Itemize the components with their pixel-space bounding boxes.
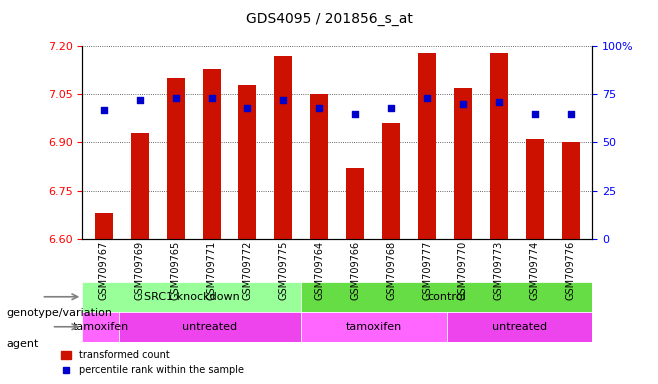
Text: GSM709770: GSM709770 [458, 241, 468, 300]
Point [278, 97, 289, 103]
Bar [454, 88, 472, 239]
FancyBboxPatch shape [82, 282, 301, 312]
Bar [311, 94, 328, 239]
Point [134, 97, 145, 103]
Text: GSM709773: GSM709773 [494, 241, 504, 300]
Text: GSM709769: GSM709769 [135, 241, 145, 300]
Text: tamoxifen: tamoxifen [72, 322, 128, 332]
Text: tamoxifen: tamoxifen [345, 322, 402, 332]
Text: GSM709772: GSM709772 [242, 241, 253, 300]
Bar [418, 53, 436, 239]
Text: GSM709766: GSM709766 [350, 241, 360, 300]
Text: GSM709771: GSM709771 [207, 241, 216, 300]
Point [458, 101, 468, 107]
Point [422, 95, 432, 101]
Text: GSM709774: GSM709774 [530, 241, 540, 300]
Text: untreated: untreated [182, 322, 238, 332]
Text: GSM709776: GSM709776 [566, 241, 576, 300]
Text: untreated: untreated [492, 322, 547, 332]
Bar [203, 69, 220, 239]
Point [530, 111, 540, 117]
Point [242, 105, 253, 111]
Text: agent: agent [7, 339, 39, 349]
Bar [346, 168, 364, 239]
Bar [526, 139, 544, 239]
FancyBboxPatch shape [118, 312, 301, 342]
Bar [131, 133, 149, 239]
Bar [166, 78, 185, 239]
Point [314, 105, 324, 111]
Point [206, 95, 216, 101]
FancyBboxPatch shape [82, 312, 118, 342]
Text: control: control [427, 292, 466, 302]
Point [350, 111, 361, 117]
FancyBboxPatch shape [301, 312, 447, 342]
Bar [562, 142, 580, 239]
Bar [274, 56, 292, 239]
Bar [238, 84, 257, 239]
Text: GDS4095 / 201856_s_at: GDS4095 / 201856_s_at [245, 12, 413, 25]
Text: GSM709775: GSM709775 [278, 241, 288, 300]
Point [494, 99, 504, 105]
Point [170, 95, 181, 101]
Text: genotype/variation: genotype/variation [7, 308, 113, 318]
Point [386, 105, 396, 111]
Text: GSM709777: GSM709777 [422, 241, 432, 300]
Bar [382, 123, 400, 239]
Text: GSM709765: GSM709765 [170, 241, 181, 300]
Bar [95, 213, 113, 239]
FancyBboxPatch shape [447, 312, 592, 342]
Text: SRC1 knockdown: SRC1 knockdown [143, 292, 240, 302]
Text: GSM709764: GSM709764 [315, 241, 324, 300]
Text: GSM709767: GSM709767 [99, 241, 109, 300]
Point [99, 107, 109, 113]
FancyBboxPatch shape [301, 282, 592, 312]
Bar [490, 53, 508, 239]
Legend: transformed count, percentile rank within the sample: transformed count, percentile rank withi… [57, 346, 248, 379]
Point [565, 111, 576, 117]
Text: GSM709768: GSM709768 [386, 241, 396, 300]
